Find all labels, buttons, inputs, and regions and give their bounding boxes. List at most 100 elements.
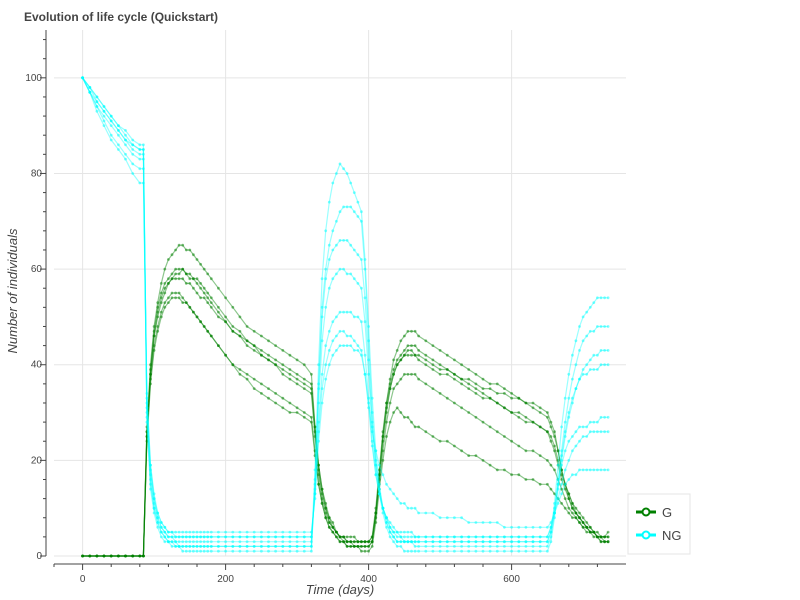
data-point <box>217 549 220 553</box>
data-point <box>145 406 149 410</box>
data-point <box>356 215 360 218</box>
data-point <box>209 549 213 553</box>
data-point <box>553 468 556 472</box>
data-point <box>345 272 349 276</box>
data-point <box>163 540 167 544</box>
data-point <box>331 229 335 233</box>
data-point <box>281 368 285 371</box>
data-point <box>453 444 456 448</box>
data-point <box>170 535 174 539</box>
data-point <box>181 301 185 304</box>
data-point <box>403 353 406 357</box>
data-point <box>360 286 363 290</box>
data-point <box>252 344 256 347</box>
data-point <box>335 243 338 247</box>
data-point <box>260 540 263 544</box>
data-point <box>603 363 606 367</box>
data-point <box>224 549 228 553</box>
data-point <box>403 372 406 376</box>
data-point <box>581 372 585 376</box>
data-point <box>152 334 156 338</box>
data-point <box>413 372 417 376</box>
data-point <box>188 549 192 553</box>
data-point <box>370 535 374 539</box>
data-point <box>445 368 449 371</box>
data-point <box>342 205 345 209</box>
data-point <box>431 545 435 548</box>
data-point <box>603 535 606 539</box>
series-g <box>81 277 610 558</box>
data-point <box>184 549 188 553</box>
data-point <box>356 540 360 544</box>
data-point <box>174 545 178 548</box>
data-point <box>481 535 485 539</box>
data-point <box>467 540 471 544</box>
data-point <box>206 301 210 304</box>
data-point <box>460 406 463 410</box>
data-point <box>260 545 263 548</box>
data-point <box>131 554 135 558</box>
data-point <box>370 411 374 414</box>
data-point <box>149 482 152 486</box>
data-point <box>560 492 563 496</box>
data-point <box>467 368 471 371</box>
data-point <box>567 439 571 443</box>
data-point <box>410 420 413 424</box>
data-point <box>338 267 342 271</box>
data-point <box>581 315 585 319</box>
data-point <box>588 430 592 434</box>
data-point <box>360 219 363 223</box>
data-point <box>124 143 127 147</box>
data-point <box>370 396 374 400</box>
data-point <box>224 353 228 357</box>
data-point <box>95 100 99 104</box>
data-point <box>188 305 192 309</box>
data-point <box>356 349 360 352</box>
data-point <box>320 339 324 343</box>
data-point <box>531 549 535 553</box>
data-point <box>563 420 567 424</box>
data-point <box>274 530 277 534</box>
data-point <box>585 425 589 429</box>
data-point <box>413 506 417 510</box>
data-point <box>342 239 345 242</box>
data-point <box>184 545 188 548</box>
data-point <box>163 525 167 529</box>
data-point <box>174 277 178 281</box>
data-point <box>578 425 581 429</box>
data-point <box>567 411 571 414</box>
data-point <box>588 329 592 333</box>
data-point <box>274 535 277 539</box>
data-point <box>170 540 174 544</box>
data-point <box>388 387 392 390</box>
data-point <box>245 545 249 548</box>
data-point <box>156 310 160 314</box>
data-point <box>481 545 485 548</box>
data-point <box>410 549 413 553</box>
data-point <box>360 545 363 548</box>
data-point <box>338 344 342 347</box>
data-point <box>245 540 249 544</box>
data-point <box>403 349 406 352</box>
data-point <box>324 344 328 347</box>
data-point <box>563 430 567 434</box>
y-tick-label: 20 <box>31 455 43 466</box>
data-point <box>142 157 145 161</box>
data-point <box>313 435 317 438</box>
data-point <box>556 463 560 467</box>
data-point <box>360 549 363 553</box>
data-point <box>142 143 145 147</box>
data-point <box>571 353 574 357</box>
data-point <box>145 420 149 424</box>
data-point <box>335 315 338 319</box>
data-point <box>335 219 338 223</box>
data-point <box>367 372 370 376</box>
data-point <box>174 535 178 539</box>
data-point <box>170 291 174 295</box>
data-point <box>399 530 403 534</box>
data-point <box>399 502 403 505</box>
data-point <box>599 349 603 352</box>
y-tick-label: 80 <box>31 168 43 179</box>
data-point <box>438 540 442 544</box>
data-point <box>592 420 596 424</box>
